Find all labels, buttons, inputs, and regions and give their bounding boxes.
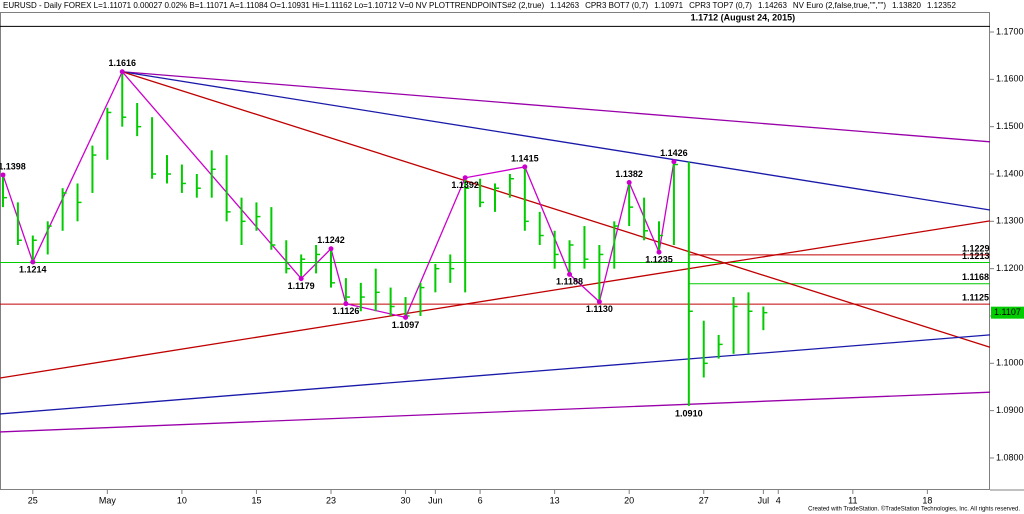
trendline <box>0 391 991 433</box>
swing-point <box>626 180 632 186</box>
header-text: NV Euro (2,false,true,"","") <box>793 1 887 10</box>
plot-frame <box>0 12 990 490</box>
x-tick-label: 11 <box>848 495 857 505</box>
swing-label: 1.1188 <box>556 277 583 287</box>
level-label: 1.1712 (August 24, 2015) <box>691 13 796 23</box>
trendline <box>122 71 991 348</box>
swing-label: 1.1214 <box>19 264 47 274</box>
swing-point <box>119 69 125 75</box>
x-tick-label: Jun <box>428 495 443 505</box>
footer: Created with TradeStation. ©TradeStation… <box>808 506 1020 513</box>
x-tick-label: 25 <box>28 495 38 505</box>
x-tick-label: Jul <box>758 495 770 505</box>
swing-point <box>671 159 677 165</box>
x-tick-label: 23 <box>326 495 336 505</box>
y-tick-label: 1.1200 <box>996 263 1024 273</box>
swing-line <box>2 70 675 319</box>
y-tick-label: 1.1300 <box>996 216 1024 226</box>
header-text: 1.14263 <box>758 1 787 10</box>
x-tick-label: 13 <box>550 495 560 505</box>
swing-point <box>522 164 528 170</box>
header-text: 1.13820 <box>892 1 921 10</box>
header-text: 1.12352 <box>927 1 956 10</box>
last-price-label: 1.1107 <box>994 307 1021 317</box>
swing-label: 1.1382 <box>615 169 643 179</box>
swing-label: 1.1415 <box>511 153 539 163</box>
level-label: 1.1213 <box>962 251 990 261</box>
level-label: 1.1229 <box>962 243 990 253</box>
swing-label: 1.1235 <box>645 254 673 264</box>
y-tick-label: 1.0800 <box>996 452 1024 462</box>
swing-point <box>656 249 662 255</box>
header-text: CPR3 BOT7 (0,7) <box>585 1 648 10</box>
swing-label: 1.1130 <box>586 304 613 314</box>
y-tick-label: 1.1400 <box>996 168 1024 178</box>
annotation: 1.0910 <box>675 408 703 418</box>
x-tick-label: 4 <box>776 495 781 505</box>
y-tick-label: 1.0900 <box>996 405 1024 415</box>
header-text: 1.10971 <box>654 1 683 10</box>
y-tick-label: 1.1700 <box>996 26 1024 36</box>
swing-label: 1.1616 <box>108 58 136 68</box>
swing-label: 1.1126 <box>332 306 359 316</box>
swing-point <box>596 299 602 305</box>
x-tick-label: 27 <box>699 495 709 505</box>
y-tick-label: 1.1600 <box>996 74 1024 84</box>
trendline <box>0 220 991 379</box>
x-tick-label: 15 <box>251 495 261 505</box>
swing-label: 1.1097 <box>392 320 420 330</box>
last-price-box <box>991 306 1024 319</box>
swing-point <box>328 246 334 252</box>
swing-point <box>30 259 36 265</box>
x-tick-label: 30 <box>401 495 411 505</box>
trendline <box>122 71 991 143</box>
y-tick-label: 1.1000 <box>996 358 1024 368</box>
swing-point <box>343 301 349 307</box>
header-text: EURUSD - Daily FOREX L=1.11071 0.00027 0… <box>3 1 544 10</box>
swing-point <box>298 276 304 282</box>
swing-label: 1.1179 <box>288 281 315 291</box>
swing-point <box>0 172 6 178</box>
level-label: 1.1168 <box>962 272 989 282</box>
swing-point <box>462 175 468 181</box>
level-label: 1.1125 <box>962 293 989 303</box>
x-tick-label: 6 <box>478 495 483 505</box>
y-tick-label: 1.1500 <box>996 121 1024 131</box>
trendline <box>0 334 991 415</box>
swing-label: 1.1426 <box>660 148 688 158</box>
swing-label: 1.1242 <box>317 235 345 245</box>
swing-point <box>403 314 409 320</box>
swing-label: 1.1392 <box>451 180 479 190</box>
trendline <box>122 71 991 211</box>
x-tick-label: May <box>99 495 117 505</box>
x-tick-label: 10 <box>177 495 187 505</box>
swing-label: 1.1398 <box>0 161 26 171</box>
swing-point <box>567 271 573 277</box>
header-text: 1.14263 <box>550 1 579 10</box>
x-tick-label: 20 <box>624 495 634 505</box>
header-text: CPR3 TOP7 (0,7) <box>689 1 752 10</box>
x-tick-label: 18 <box>922 495 932 505</box>
